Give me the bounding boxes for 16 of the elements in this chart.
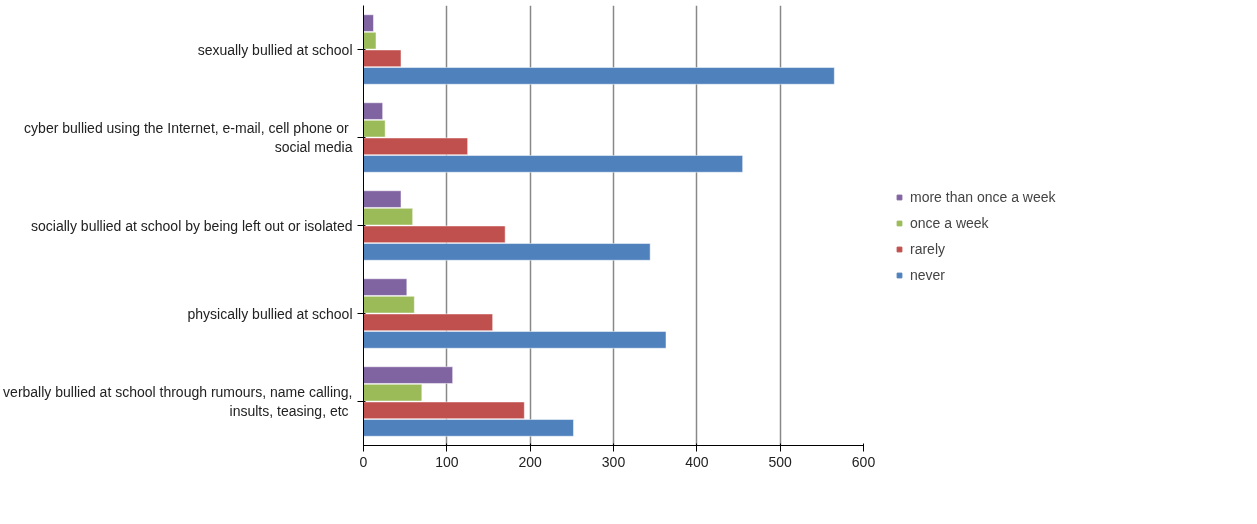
x-tick-label: 0 xyxy=(359,453,368,470)
x-tick-label: 600 xyxy=(851,453,876,470)
legend-label: never xyxy=(910,266,946,283)
y-tick-label: verbally bullied at school through rumours, name calling, insults, teasing, etc xyxy=(3,383,353,420)
x-tick-label: 400 xyxy=(685,453,709,470)
x-tick-label: 300 xyxy=(601,453,626,470)
y-tick-label: socially bullied at school by being left out or isolated xyxy=(31,217,353,234)
legend-label: more than once a week xyxy=(910,188,1056,205)
legend-label: rarely xyxy=(910,240,946,257)
x-tick-label: 200 xyxy=(518,453,543,470)
legend-label: once a week xyxy=(910,214,989,231)
x-tick-label: 500 xyxy=(768,453,793,470)
y-tick-label: sexually bullied at school xyxy=(197,41,353,58)
y-tick-label: physically bullied at school xyxy=(187,305,353,322)
x-tick-label: 100 xyxy=(435,453,459,470)
y-tick-label: cyber bullied using the Internet, e-mail, cell phone or social media xyxy=(24,119,353,156)
